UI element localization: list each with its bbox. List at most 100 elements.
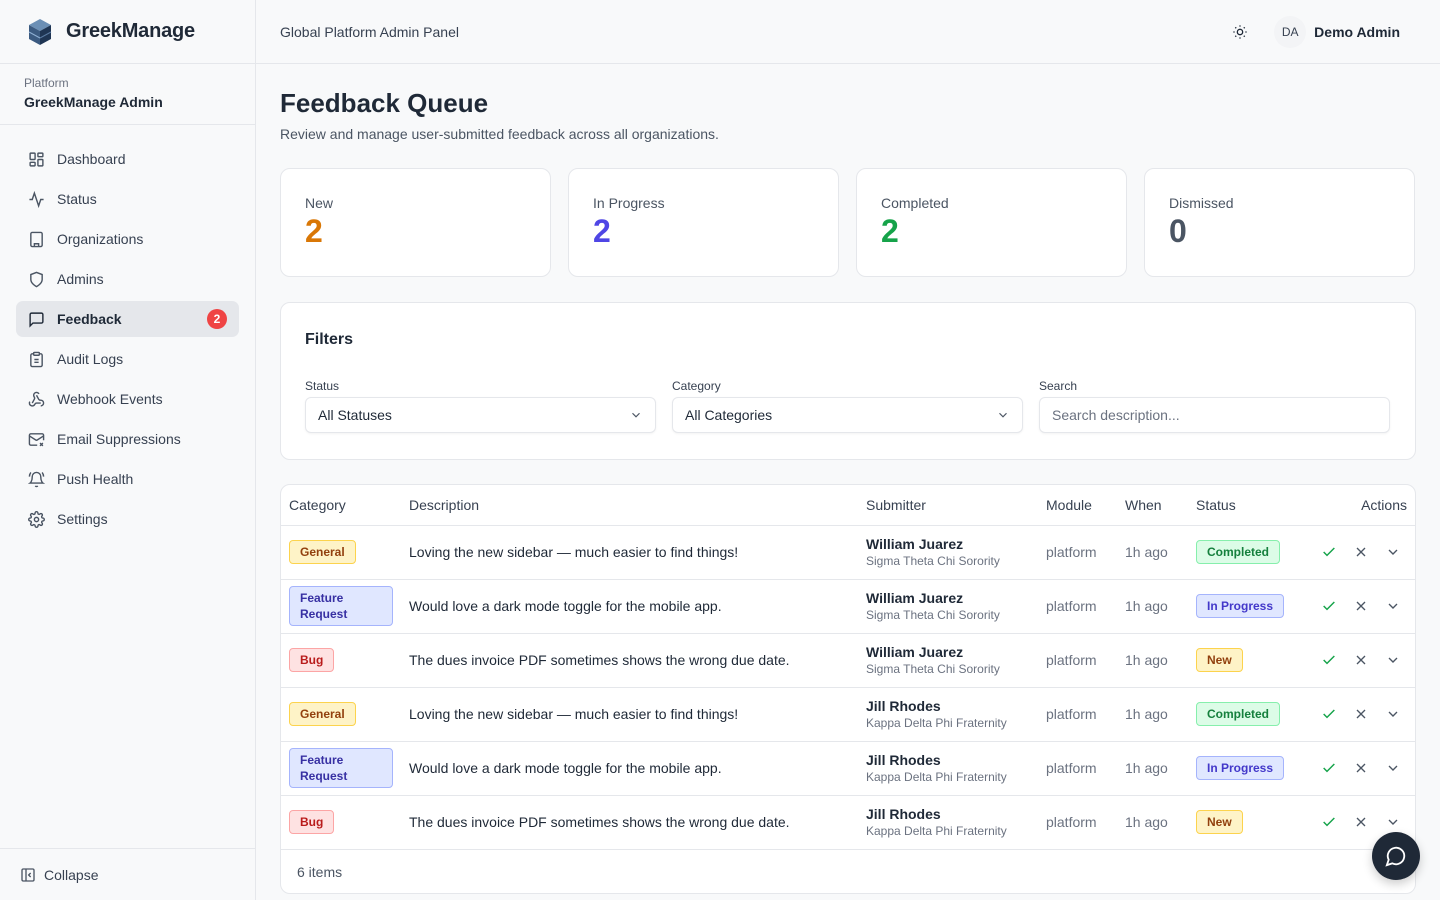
sidebar-item-dashboard[interactable]: Dashboard — [16, 141, 239, 177]
sidebar-item-label: Feedback — [57, 311, 122, 327]
stat-value: 2 — [881, 213, 899, 249]
top-bar: Global Platform Admin Panel DA Demo Admi… — [256, 0, 1440, 64]
table-row[interactable]: Feature Request Would love a dark mode t… — [281, 741, 1415, 796]
description-cell: Would love a dark mode toggle for the mo… — [401, 741, 858, 796]
table-row[interactable]: Bug The dues invoice PDF sometimes shows… — [281, 633, 1415, 688]
description-cell: The dues invoice PDF sometimes shows the… — [401, 633, 858, 688]
description-cell: Loving the new sidebar — much easier to … — [401, 687, 858, 742]
status-cell: In Progress — [1188, 741, 1305, 796]
search-input[interactable]: Search description... — [1039, 397, 1390, 433]
chevron-down-icon[interactable] — [1385, 760, 1401, 776]
sidebar-item-audit-logs[interactable]: Audit Logs — [16, 341, 239, 377]
check-icon[interactable] — [1321, 706, 1337, 722]
status-cell: In Progress — [1188, 579, 1305, 634]
actions-cell — [1305, 525, 1415, 580]
sidebar-item-settings[interactable]: Settings — [16, 501, 239, 537]
close-icon[interactable] — [1353, 814, 1369, 830]
check-icon[interactable] — [1321, 760, 1337, 776]
status-cell: New — [1188, 633, 1305, 688]
submitter-org: Kappa Delta Phi Fraternity — [866, 716, 1007, 730]
category-badge: Feature Request — [289, 586, 393, 626]
clipboard-icon — [30, 351, 43, 367]
chevron-down-icon[interactable] — [1385, 814, 1401, 830]
actions-cell — [1305, 687, 1415, 742]
sidebar-item-label: Audit Logs — [57, 351, 124, 367]
column-header-category[interactable]: Category — [281, 485, 401, 526]
column-header-when[interactable]: When — [1117, 485, 1188, 526]
mail-x-icon — [28, 432, 45, 446]
sidebar-item-label: Admins — [57, 271, 104, 287]
filter-row: Status All Statuses Category All Categor… — [305, 379, 1391, 433]
sidebar-item-admins[interactable]: Admins — [16, 261, 239, 297]
theme-toggle-button[interactable] — [1224, 16, 1256, 48]
avatar[interactable]: DA — [1274, 15, 1307, 48]
module-cell: platform — [1038, 579, 1117, 634]
actions-cell — [1305, 741, 1415, 796]
filters-panel: Filters Status All Statuses Category All… — [280, 302, 1416, 460]
submitter-cell: William Juarez Sigma Theta Chi Sorority — [858, 525, 1038, 580]
check-icon[interactable] — [1321, 598, 1337, 614]
sidebar-item-email-suppressions[interactable]: Email Suppressions — [16, 421, 239, 457]
submitter-name: Jill Rhodes — [866, 752, 941, 768]
column-header-status[interactable]: Status — [1188, 485, 1305, 526]
sidebar-item-organizations[interactable]: Organizations — [16, 221, 239, 257]
submitter-org: Sigma Theta Chi Sorority — [866, 608, 1000, 622]
check-icon[interactable] — [1321, 544, 1337, 560]
column-header-submitter[interactable]: Submitter — [858, 485, 1038, 526]
submitter-cell: Jill Rhodes Kappa Delta Phi Fraternity — [858, 741, 1038, 796]
check-icon[interactable] — [1321, 652, 1337, 668]
chat-button[interactable] — [1372, 832, 1420, 880]
status-badge: Completed — [1196, 540, 1281, 564]
close-icon[interactable] — [1353, 706, 1369, 722]
check-icon[interactable] — [1321, 814, 1337, 830]
brand[interactable]: GreekManage — [0, 0, 255, 64]
when-cell: 1h ago — [1117, 741, 1188, 796]
sidebar-nav: Dashboard Status Organizations Admins Fe… — [0, 125, 255, 557]
table-row[interactable]: Feature Request Would love a dark mode t… — [281, 579, 1415, 634]
module-cell: platform — [1038, 525, 1117, 580]
chevron-down-icon[interactable] — [1385, 652, 1401, 668]
column-header-description[interactable]: Description — [401, 485, 858, 526]
page-title: Feedback Queue — [280, 88, 489, 118]
close-icon[interactable] — [1353, 544, 1369, 560]
close-icon[interactable] — [1353, 760, 1369, 776]
table-row[interactable]: General Loving the new sidebar — much ea… — [281, 525, 1415, 580]
description-cell: Would love a dark mode toggle for the mo… — [401, 579, 858, 634]
sidebar-item-label: Settings — [57, 511, 108, 527]
platform-name: GreekManage Admin — [24, 94, 163, 110]
status-badge: In Progress — [1196, 756, 1285, 780]
category-select[interactable]: All Categories — [672, 397, 1023, 433]
status-select[interactable]: All Statuses — [305, 397, 656, 433]
chevron-down-icon[interactable] — [1385, 706, 1401, 722]
activity-icon — [29, 190, 44, 208]
user-name[interactable]: Demo Admin — [1314, 23, 1400, 40]
status-badge: Completed — [1196, 702, 1281, 726]
collapse-button[interactable]: Collapse — [0, 848, 255, 900]
when-cell: 1h ago — [1117, 633, 1188, 688]
chat-bubble-icon — [1385, 846, 1406, 867]
close-icon[interactable] — [1353, 652, 1369, 668]
submitter-org: Kappa Delta Phi Fraternity — [866, 824, 1007, 839]
table-row[interactable]: General Loving the new sidebar — much ea… — [281, 687, 1415, 742]
submitter-cell: William Juarez Sigma Theta Chi Sorority — [858, 633, 1038, 688]
table-footer: 6 items — [281, 849, 1415, 893]
platform-label: Platform — [24, 76, 69, 90]
close-icon[interactable] — [1353, 598, 1369, 614]
chevron-down-icon[interactable] — [1385, 598, 1401, 614]
sidebar-item-webhook-events[interactable]: Webhook Events — [16, 381, 239, 417]
submitter-org: Kappa Delta Phi Fraternity — [866, 770, 1007, 784]
chevron-down-icon — [999, 412, 1007, 418]
sidebar-item-feedback[interactable]: Feedback 2 — [16, 301, 239, 337]
status-filter-label: Status — [305, 379, 340, 393]
sidebar-item-status[interactable]: Status — [16, 181, 239, 217]
module-cell: platform — [1038, 687, 1117, 742]
webhook-icon — [28, 391, 45, 407]
column-header-module[interactable]: Module — [1038, 485, 1117, 526]
when-cell: 1h ago — [1117, 525, 1188, 580]
stat-card-in-progress: In Progress 2 — [568, 168, 839, 277]
chevron-down-icon[interactable] — [1385, 544, 1401, 560]
sidebar-item-push-health[interactable]: Push Health — [16, 461, 239, 497]
table-row[interactable]: Bug The dues invoice PDF sometimes shows… — [281, 795, 1415, 849]
category-cell: General — [281, 525, 401, 580]
category-cell: Feature Request — [281, 579, 401, 634]
